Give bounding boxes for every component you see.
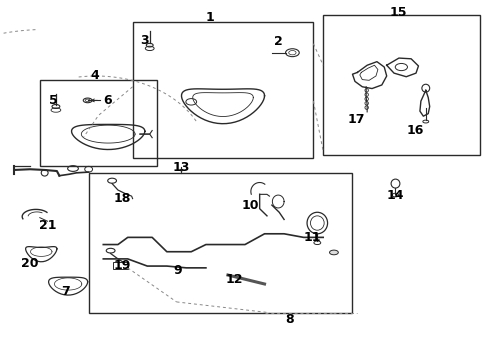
Text: 1: 1: [205, 12, 214, 24]
Text: 4: 4: [91, 69, 99, 82]
Text: 8: 8: [286, 312, 294, 326]
Text: 19: 19: [113, 259, 130, 272]
Text: 10: 10: [241, 199, 259, 212]
Text: 14: 14: [387, 189, 404, 202]
Text: 3: 3: [141, 34, 149, 48]
Text: 15: 15: [390, 6, 407, 19]
Text: 18: 18: [113, 192, 130, 205]
Text: 5: 5: [49, 94, 58, 107]
Text: 13: 13: [173, 161, 190, 174]
Text: 12: 12: [225, 273, 243, 286]
Bar: [133, 22, 314, 158]
Text: 21: 21: [39, 219, 56, 233]
Bar: [40, 80, 157, 166]
Ellipse shape: [330, 250, 338, 255]
Text: 20: 20: [21, 257, 39, 270]
Bar: [113, 262, 128, 269]
Bar: [89, 173, 352, 313]
Text: 7: 7: [61, 285, 70, 298]
Text: 6: 6: [103, 94, 112, 107]
Text: 11: 11: [304, 231, 321, 244]
Text: 2: 2: [274, 35, 283, 49]
Text: 16: 16: [406, 124, 424, 137]
Bar: [323, 15, 480, 155]
Text: 17: 17: [347, 113, 365, 126]
Text: 9: 9: [173, 264, 182, 277]
